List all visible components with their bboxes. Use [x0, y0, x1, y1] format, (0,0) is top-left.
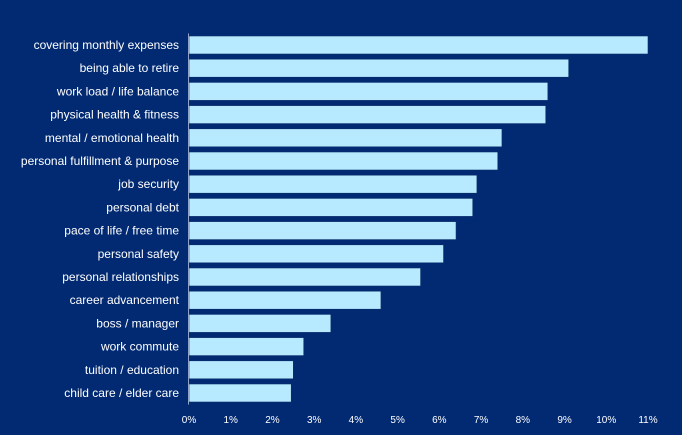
bar: [188, 105, 547, 124]
bar: [188, 290, 382, 310]
x-tick-label: 0%: [182, 415, 197, 426]
category-label: personal fulfillment & purpose: [21, 154, 179, 168]
category-label: boss / manager: [96, 316, 179, 330]
category-label: mental / emotional health: [45, 131, 179, 145]
category-label: career advancement: [70, 293, 180, 307]
category-label: personal debt: [106, 200, 179, 214]
category-label: being able to retire: [80, 61, 180, 75]
bar: [188, 174, 478, 194]
x-tick-label: 3%: [307, 415, 322, 426]
x-tick-label: 6%: [432, 415, 447, 426]
x-tick-label: 2%: [265, 415, 280, 426]
x-tick-label: 9%: [557, 415, 572, 426]
bar: [188, 35, 649, 55]
category-label: personal relationships: [62, 270, 179, 284]
bar: [188, 383, 292, 403]
x-tick-label: 7%: [474, 415, 489, 426]
x-tick-label: 11%: [638, 415, 657, 426]
x-axis-ticks: 0% 1% 2% 3% 4% 5% 6% 7% 8% 9% 10% 11%: [182, 415, 658, 426]
bar: [188, 244, 444, 264]
x-tick-label: 5%: [390, 415, 405, 426]
x-tick-label: 4%: [349, 415, 364, 426]
bars-group: [188, 35, 649, 403]
bar: [188, 128, 503, 148]
category-label: work commute: [100, 340, 179, 354]
category-label: covering monthly expenses: [34, 38, 179, 52]
category-label: physical health & fitness: [50, 108, 179, 122]
bar: [188, 198, 474, 217]
bar: [188, 82, 549, 101]
x-tick-label: 10%: [596, 415, 616, 426]
bar: [188, 360, 294, 380]
x-tick-label: 1%: [224, 415, 239, 426]
bar: [188, 267, 421, 287]
bar: [188, 221, 457, 240]
category-label: job security: [117, 177, 179, 191]
category-label: work load / life balance: [56, 84, 179, 98]
bar: [188, 314, 332, 333]
category-label: pace of life / free time: [64, 224, 179, 238]
x-tick-label: 8%: [516, 415, 531, 426]
bar: [188, 151, 499, 171]
category-label: child care / elder care: [64, 386, 179, 400]
category-label: personal safety: [98, 247, 179, 261]
category-label: tuition / education: [85, 363, 179, 377]
category-labels: covering monthly expenses being able to r…: [21, 38, 180, 400]
bar: [188, 337, 305, 356]
bar: [188, 58, 570, 78]
